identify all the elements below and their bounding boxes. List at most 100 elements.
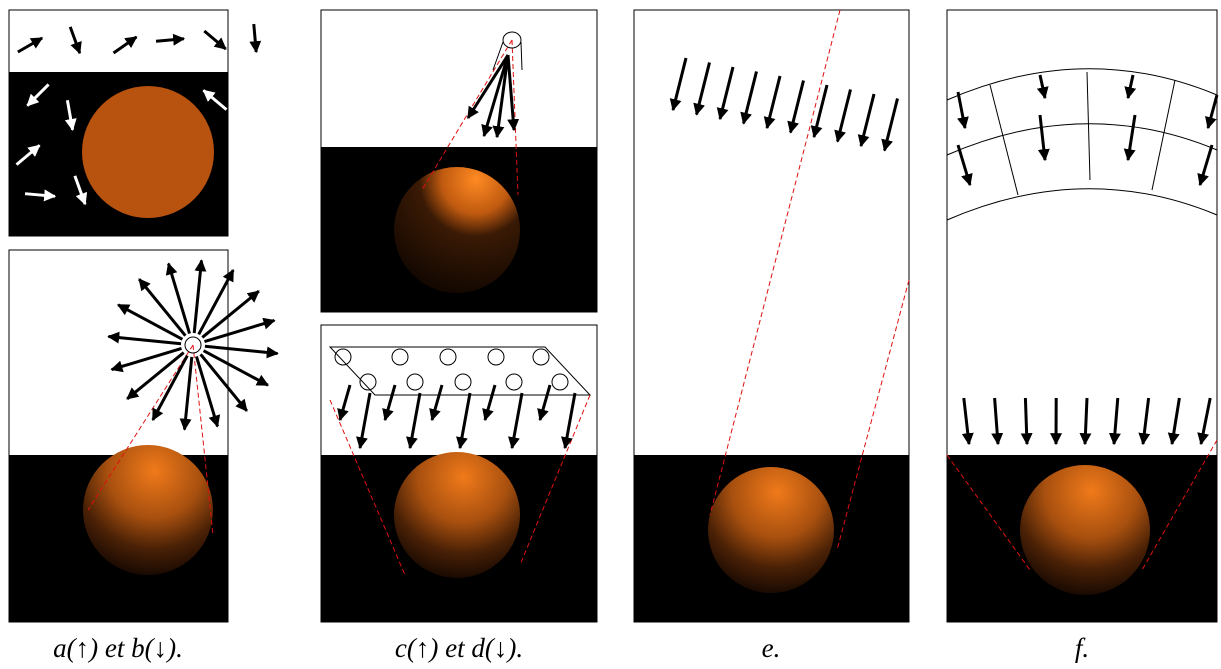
arrow <box>537 384 552 422</box>
arrow <box>857 93 876 148</box>
arrow <box>881 98 899 152</box>
arrow <box>1123 114 1137 162</box>
arrow <box>1108 397 1121 446</box>
grid-arc <box>946 68 1218 221</box>
caption: e. <box>762 633 781 663</box>
arrow <box>508 392 524 450</box>
sphere <box>83 445 213 575</box>
arrow <box>17 36 44 54</box>
caption: c(↑) et d(↓). <box>395 633 523 663</box>
arrow <box>481 54 510 138</box>
arrow <box>68 26 82 55</box>
arrow <box>991 397 1004 446</box>
arrow <box>195 356 221 428</box>
emitter <box>487 348 505 366</box>
emitter <box>439 348 457 366</box>
arrow <box>716 66 735 121</box>
arrow <box>763 75 782 130</box>
arrow <box>204 317 276 343</box>
sphere <box>1020 465 1150 595</box>
arrow <box>202 89 228 111</box>
arrow <box>155 33 186 46</box>
arrow <box>165 262 191 334</box>
grid-lines <box>989 71 1176 196</box>
caption: a(↑) et b(↓). <box>53 633 183 663</box>
arrow <box>204 344 279 359</box>
arrow <box>110 347 182 373</box>
caption: f. <box>1075 633 1089 663</box>
emitter <box>406 373 424 391</box>
ray <box>709 9 841 516</box>
arrow <box>1036 74 1049 100</box>
arrow <box>1197 144 1214 187</box>
arrow <box>492 54 510 139</box>
arrow <box>406 392 422 450</box>
panels <box>8 9 1219 623</box>
arrow <box>179 356 194 431</box>
ray <box>87 344 194 511</box>
arrow <box>429 384 444 422</box>
arrow <box>112 35 138 55</box>
arrow <box>1138 397 1151 446</box>
arrow <box>669 57 688 112</box>
arrow <box>1124 74 1137 100</box>
arrow <box>810 84 829 139</box>
emitter <box>532 348 550 366</box>
arrow <box>239 147 270 162</box>
emitter <box>334 348 352 366</box>
arrow <box>1037 114 1050 162</box>
ray <box>1141 439 1218 571</box>
arrow <box>192 259 207 334</box>
arrow <box>107 331 182 346</box>
ray <box>519 394 591 566</box>
arrow <box>740 71 758 125</box>
arrow <box>506 54 520 132</box>
sphere <box>394 167 520 293</box>
emitter <box>505 373 523 391</box>
arrow <box>202 349 269 387</box>
arrow <box>197 269 235 336</box>
arrow <box>961 397 974 446</box>
arrow <box>249 23 262 54</box>
arrow <box>466 54 510 120</box>
arrow <box>561 392 577 450</box>
arrow <box>337 384 352 422</box>
emitter <box>359 373 377 391</box>
arrow <box>251 84 266 115</box>
arrow <box>356 392 372 450</box>
arrow <box>1167 397 1181 446</box>
arrow <box>199 353 248 412</box>
arrow <box>834 89 852 143</box>
arrow <box>1079 397 1092 446</box>
ray <box>836 279 910 551</box>
arrow <box>787 80 805 134</box>
arrow <box>203 29 227 51</box>
arrow <box>1205 94 1219 130</box>
source <box>502 31 522 49</box>
arrow <box>956 91 969 130</box>
ray <box>421 39 513 191</box>
arrow <box>15 144 41 166</box>
arrow <box>482 384 497 422</box>
arrow <box>138 278 187 337</box>
arrow <box>26 83 50 107</box>
arrow <box>1020 397 1033 446</box>
arrow <box>201 290 260 339</box>
arrow <box>382 384 397 422</box>
arrow <box>151 354 189 421</box>
source <box>184 336 202 354</box>
arrow <box>693 62 711 116</box>
sphere <box>394 452 520 578</box>
emitter <box>551 373 569 391</box>
arrow <box>117 303 184 341</box>
sphere <box>82 86 214 218</box>
emitter <box>391 348 409 366</box>
sphere <box>708 467 834 593</box>
arrow <box>456 392 472 450</box>
arrow <box>126 351 185 400</box>
arrow <box>73 175 88 206</box>
arrow <box>1197 397 1212 446</box>
ray <box>511 39 519 196</box>
beam <box>492 41 523 71</box>
